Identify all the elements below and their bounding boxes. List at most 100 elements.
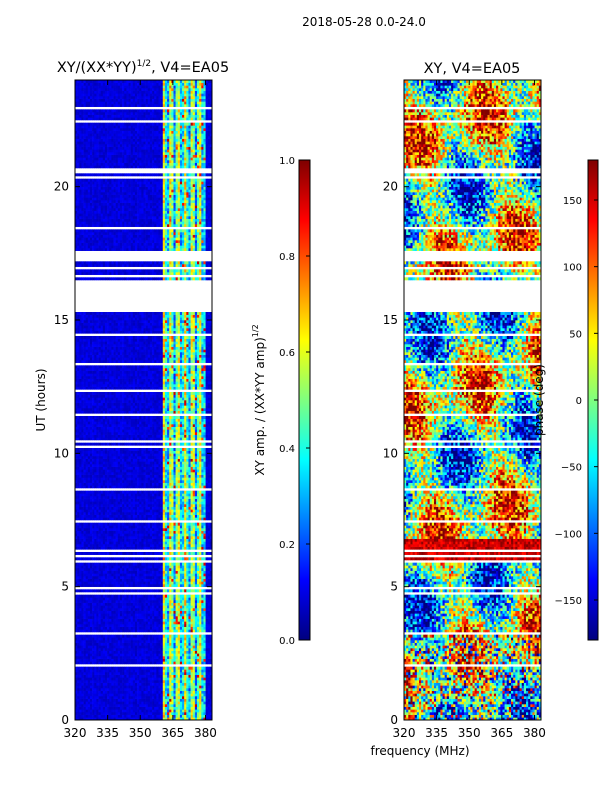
amplitude-cell (197, 709, 200, 713)
amplitude-cell (209, 669, 212, 673)
amplitude-cell (145, 498, 149, 502)
amplitude-cell (160, 565, 164, 569)
amplitude-cell (87, 690, 91, 694)
amplitude-cell (171, 552, 174, 555)
amplitude-cell (98, 709, 101, 713)
amplitude-cell (79, 584, 82, 587)
amplitude-cell (145, 568, 149, 571)
amplitude-cell (137, 496, 140, 499)
amplitude-cell (94, 602, 97, 606)
amplitude-cell (139, 677, 142, 681)
amplitude-cell (124, 637, 127, 641)
amplitude-cell (160, 608, 164, 611)
amplitude-cell (143, 562, 146, 566)
amplitude-cell (94, 709, 97, 713)
amplitude-cell (192, 533, 196, 537)
amplitude-cell (119, 581, 123, 585)
amplitude-cell (201, 672, 204, 675)
amplitude-cell (182, 653, 185, 657)
amplitude-cell (128, 645, 131, 649)
amplitude-cell (175, 661, 179, 665)
amplitude-cell (115, 688, 119, 691)
amplitude-cell (169, 602, 172, 606)
amplitude-cell (122, 645, 125, 649)
amplitude-cell (171, 541, 174, 545)
amplitude-cell (201, 613, 204, 617)
amplitude-cell (167, 640, 170, 643)
amplitude-cell (186, 696, 189, 699)
amplitude-cell (169, 624, 172, 627)
amplitude-cell (154, 656, 157, 659)
amplitude-cell (173, 680, 176, 683)
amplitude-cell (207, 704, 211, 707)
amplitude-cell (199, 533, 202, 537)
amplitude-cell (190, 677, 194, 681)
amplitude-cell (158, 613, 161, 617)
amplitude-cell (201, 493, 204, 497)
amplitude-cell (77, 637, 80, 641)
amplitude-cell (122, 517, 125, 521)
amplitude-cell (197, 669, 200, 673)
amplitude-cell (145, 618, 149, 622)
amplitude-cell (115, 602, 119, 606)
amplitude-cell (113, 629, 116, 633)
amplitude-cell (152, 509, 155, 513)
amplitude-cell (75, 541, 78, 545)
amplitude-cell (192, 496, 196, 499)
amplitude-cell (152, 528, 155, 531)
amplitude-cell (184, 530, 187, 534)
amplitude-cell (167, 693, 170, 697)
amplitude-cell (164, 597, 168, 601)
amplitude-cell (92, 640, 95, 643)
amplitude-cell (87, 688, 91, 691)
amplitude-cell (171, 496, 174, 499)
amplitude-cell (192, 562, 196, 566)
amplitude-cell (156, 704, 159, 707)
amplitude-cell (169, 496, 172, 499)
amplitude-cell (141, 522, 144, 526)
amplitude-cell (102, 610, 106, 614)
amplitude-cell (137, 626, 140, 630)
amplitude-cell (173, 698, 176, 702)
amplitude-cell (143, 669, 146, 673)
amplitude-cell (130, 658, 134, 662)
amplitude-cell (109, 589, 112, 593)
amplitude-cell (119, 685, 123, 689)
amplitude-cell (100, 509, 104, 513)
amplitude-cell (158, 589, 161, 593)
amplitude-cell (119, 525, 123, 529)
amplitude-cell (147, 714, 151, 718)
amplitude-cell (137, 624, 140, 627)
amplitude-cell (197, 605, 200, 609)
amplitude-cell (100, 541, 104, 545)
amplitude-cell (177, 653, 181, 657)
amplitude-cell (162, 690, 166, 694)
amplitude-cell (94, 514, 97, 518)
amplitude-cell (209, 581, 212, 585)
amplitude-cell (197, 618, 200, 622)
amplitude-cell (197, 629, 200, 633)
amplitude-cell (147, 616, 151, 619)
amplitude-cell (113, 688, 116, 691)
amplitude-cell (162, 634, 166, 638)
amplitude-cell (126, 666, 129, 670)
amplitude-cell (122, 498, 125, 502)
amplitude-cell (117, 712, 121, 715)
amplitude-cell (128, 680, 131, 683)
amplitude-cell (87, 522, 91, 526)
amplitude-cell (126, 704, 129, 707)
amplitude-cell (186, 509, 189, 513)
amplitude-cell (158, 605, 161, 609)
amplitude-cell (109, 648, 112, 651)
amplitude-cell (113, 717, 116, 720)
amplitude-cell (124, 522, 127, 526)
amplitude-cell (83, 661, 86, 665)
amplitude-cell (96, 506, 99, 510)
amplitude-cell (156, 573, 159, 577)
amplitude-cell (137, 616, 140, 619)
amplitude-cell (179, 717, 183, 720)
amplitude-cell (107, 594, 110, 598)
amplitude-cell (164, 496, 168, 499)
amplitude-cell (173, 621, 176, 625)
amplitude-cell (119, 570, 123, 574)
